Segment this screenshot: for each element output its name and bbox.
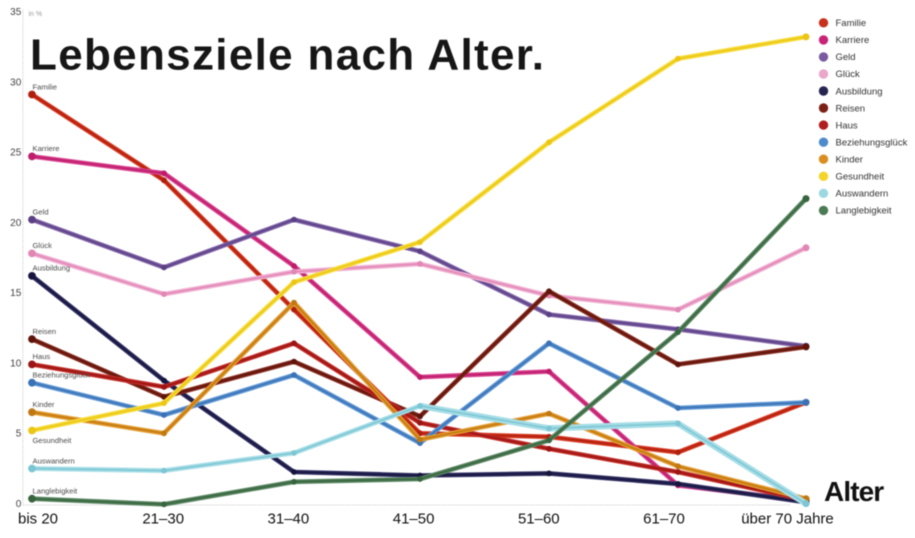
svg-text:Familie: Familie — [33, 82, 57, 91]
svg-text:Auswandern: Auswandern — [33, 456, 75, 465]
svg-text:Geld: Geld — [33, 207, 49, 216]
svg-text:Geld: Geld — [836, 52, 856, 63]
svg-text:über 70 Jahre: über 70 Jahre — [741, 511, 834, 528]
svg-text:Karriere: Karriere — [836, 35, 870, 46]
svg-text:Haus: Haus — [33, 352, 51, 361]
svg-text:Familie: Familie — [836, 18, 867, 29]
svg-text:0: 0 — [16, 499, 22, 510]
svg-text:10: 10 — [10, 358, 22, 369]
svg-text:Beziehungsglück: Beziehungsglück — [836, 138, 908, 149]
svg-text:61–70: 61–70 — [643, 511, 685, 528]
svg-text:Glück: Glück — [33, 241, 53, 250]
svg-text:20: 20 — [10, 218, 22, 229]
svg-text:Reisen: Reisen — [836, 103, 866, 114]
svg-text:Ausbildung: Ausbildung — [33, 264, 71, 273]
svg-text:Lebensziele nach Alter.: Lebensziele nach Alter. — [30, 31, 545, 80]
svg-text:in %: in % — [29, 11, 43, 18]
svg-text:35: 35 — [10, 7, 22, 18]
svg-text:Gesundheit: Gesundheit — [33, 436, 73, 445]
svg-text:21–30: 21–30 — [142, 511, 184, 528]
svg-text:5: 5 — [16, 429, 22, 440]
svg-text:30: 30 — [10, 77, 22, 88]
svg-text:41–50: 41–50 — [393, 511, 435, 528]
svg-text:Gesundheit: Gesundheit — [836, 172, 885, 183]
svg-text:Ausbildung: Ausbildung — [836, 86, 883, 97]
svg-text:Haus: Haus — [836, 120, 858, 131]
svg-text:bis 20: bis 20 — [18, 511, 58, 528]
svg-text:Langlebigkeit: Langlebigkeit — [33, 487, 79, 496]
svg-text:Kinder: Kinder — [33, 400, 55, 409]
svg-text:51–60: 51–60 — [518, 511, 560, 528]
svg-text:Auswandern: Auswandern — [836, 189, 889, 200]
svg-text:Langlebigkeit: Langlebigkeit — [836, 206, 892, 217]
svg-text:Kinder: Kinder — [836, 155, 863, 166]
svg-text:31–40: 31–40 — [268, 511, 310, 528]
svg-text:25: 25 — [10, 148, 22, 159]
svg-text:Alter: Alter — [824, 476, 884, 507]
svg-text:Karriere: Karriere — [33, 144, 60, 153]
svg-text:15: 15 — [10, 288, 22, 299]
svg-text:Glück: Glück — [836, 69, 861, 80]
svg-text:Reisen: Reisen — [33, 327, 57, 336]
svg-text:Beziehungsglück: Beziehungsglück — [33, 371, 91, 380]
